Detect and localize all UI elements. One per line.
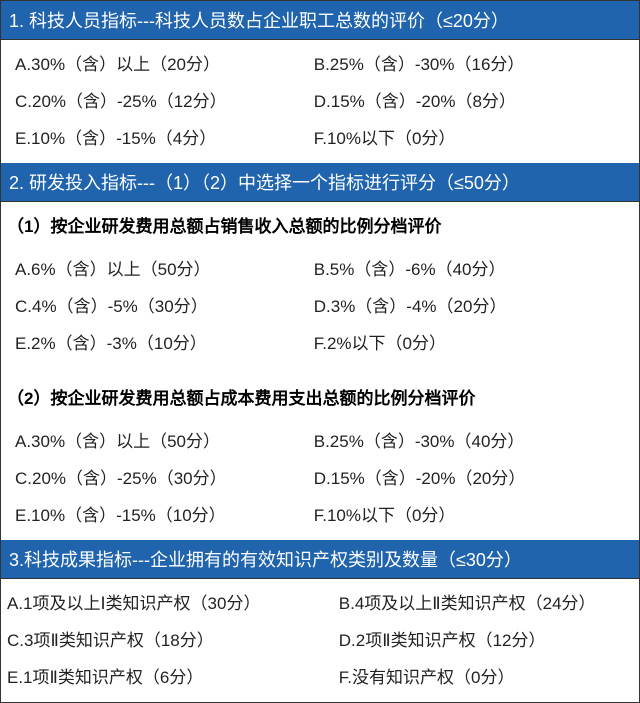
- option-cell: A.1项及以上Ⅰ类知识产权（30分）: [7, 589, 339, 614]
- option-row: E.10%（含）-15%（10分） F.10%以下（0分）: [7, 495, 633, 532]
- option-cell: C.4%（含）-5%（30分）: [7, 292, 314, 317]
- option-cell: A.6%（含）以上（50分）: [7, 255, 314, 280]
- option-cell: C.20%（含）-25%（12分）: [7, 87, 314, 112]
- section2-sub2-options: A.30%（含）以上（50分） B.25%（含）-30%（40分） C.20%（…: [1, 417, 639, 540]
- option-row: C.20%（含）-25%（30分） D.15%（含）-20%（20分）: [7, 458, 633, 495]
- option-row: A.1项及以上Ⅰ类知识产权（30分） B.4项及以上Ⅱ类知识产权（24分）: [7, 583, 633, 620]
- option-cell: A.30%（含）以上（50分）: [7, 427, 314, 452]
- option-cell: A.30%（含）以上（20分）: [7, 50, 314, 75]
- option-cell: F.没有知识产权（0分）: [339, 663, 633, 688]
- option-cell: F.2%以下（0分）: [314, 329, 633, 354]
- option-cell: B.4项及以上Ⅱ类知识产权（24分）: [339, 589, 633, 614]
- option-cell: D.2项Ⅱ类知识产权（12分）: [339, 626, 633, 651]
- section3-header: 3.科技成果指标---企业拥有的有效知识产权类别及数量（≤30分）: [1, 540, 639, 579]
- option-row: C.3项Ⅱ类知识产权（18分） D.2项Ⅱ类知识产权（12分）: [7, 620, 633, 657]
- option-cell: C.3项Ⅱ类知识产权（18分）: [7, 626, 339, 651]
- section1-options: A.30%（含）以上（20分） B.25%（含）-30%（16分） C.20%（…: [1, 40, 639, 163]
- option-cell: F.10%以下（0分）: [314, 501, 633, 526]
- option-cell: B.25%（含）-30%（40分）: [314, 427, 633, 452]
- option-cell: E.10%（含）-15%（10分）: [7, 501, 314, 526]
- section2-sub2-heading: （2）按企业研发费用总额占成本费用支出总额的比例分档评价: [1, 374, 639, 417]
- option-cell: E.10%（含）-15%（4分）: [7, 124, 314, 149]
- option-row: E.1项Ⅱ类知识产权（6分） F.没有知识产权（0分）: [7, 657, 633, 694]
- option-cell: D.15%（含）-20%（8分）: [314, 87, 633, 112]
- scoring-table: 1. 科技人员指标---科技人员数占企业职工总数的评价（≤20分） A.30%（…: [0, 0, 640, 703]
- option-cell: E.1项Ⅱ类知识产权（6分）: [7, 663, 339, 688]
- option-cell: F.10%以下（0分）: [314, 124, 633, 149]
- option-row: A.30%（含）以上（50分） B.25%（含）-30%（40分）: [7, 421, 633, 458]
- option-cell: C.20%（含）-25%（30分）: [7, 464, 314, 489]
- option-row: E.10%（含）-15%（4分） F.10%以下（0分）: [7, 118, 633, 155]
- option-row: A.30%（含）以上（20分） B.25%（含）-30%（16分）: [7, 44, 633, 81]
- option-cell: E.2%（含）-3%（10分）: [7, 329, 314, 354]
- section3-options: A.1项及以上Ⅰ类知识产权（30分） B.4项及以上Ⅱ类知识产权（24分） C.…: [1, 579, 639, 702]
- option-row: C.20%（含）-25%（12分） D.15%（含）-20%（8分）: [7, 81, 633, 118]
- section2-header: 2. 研发投入指标---（1）（2）中选择一个指标进行评分（≤50分）: [1, 163, 639, 202]
- option-row: A.6%（含）以上（50分） B.5%（含）-6%（40分）: [7, 249, 633, 286]
- section2-sub1-options: A.6%（含）以上（50分） B.5%（含）-6%（40分） C.4%（含）-5…: [1, 245, 639, 368]
- option-row: E.2%（含）-3%（10分） F.2%以下（0分）: [7, 323, 633, 360]
- option-cell: D.3%（含）-4%（20分）: [314, 292, 633, 317]
- option-cell: B.5%（含）-6%（40分）: [314, 255, 633, 280]
- option-cell: D.15%（含）-20%（20分）: [314, 464, 633, 489]
- section1-header: 1. 科技人员指标---科技人员数占企业职工总数的评价（≤20分）: [1, 1, 639, 40]
- option-row: C.4%（含）-5%（30分） D.3%（含）-4%（20分）: [7, 286, 633, 323]
- section2-sub1-heading: （1）按企业研发费用总额占销售收入总额的比例分档评价: [1, 202, 639, 245]
- option-cell: B.25%（含）-30%（16分）: [314, 50, 633, 75]
